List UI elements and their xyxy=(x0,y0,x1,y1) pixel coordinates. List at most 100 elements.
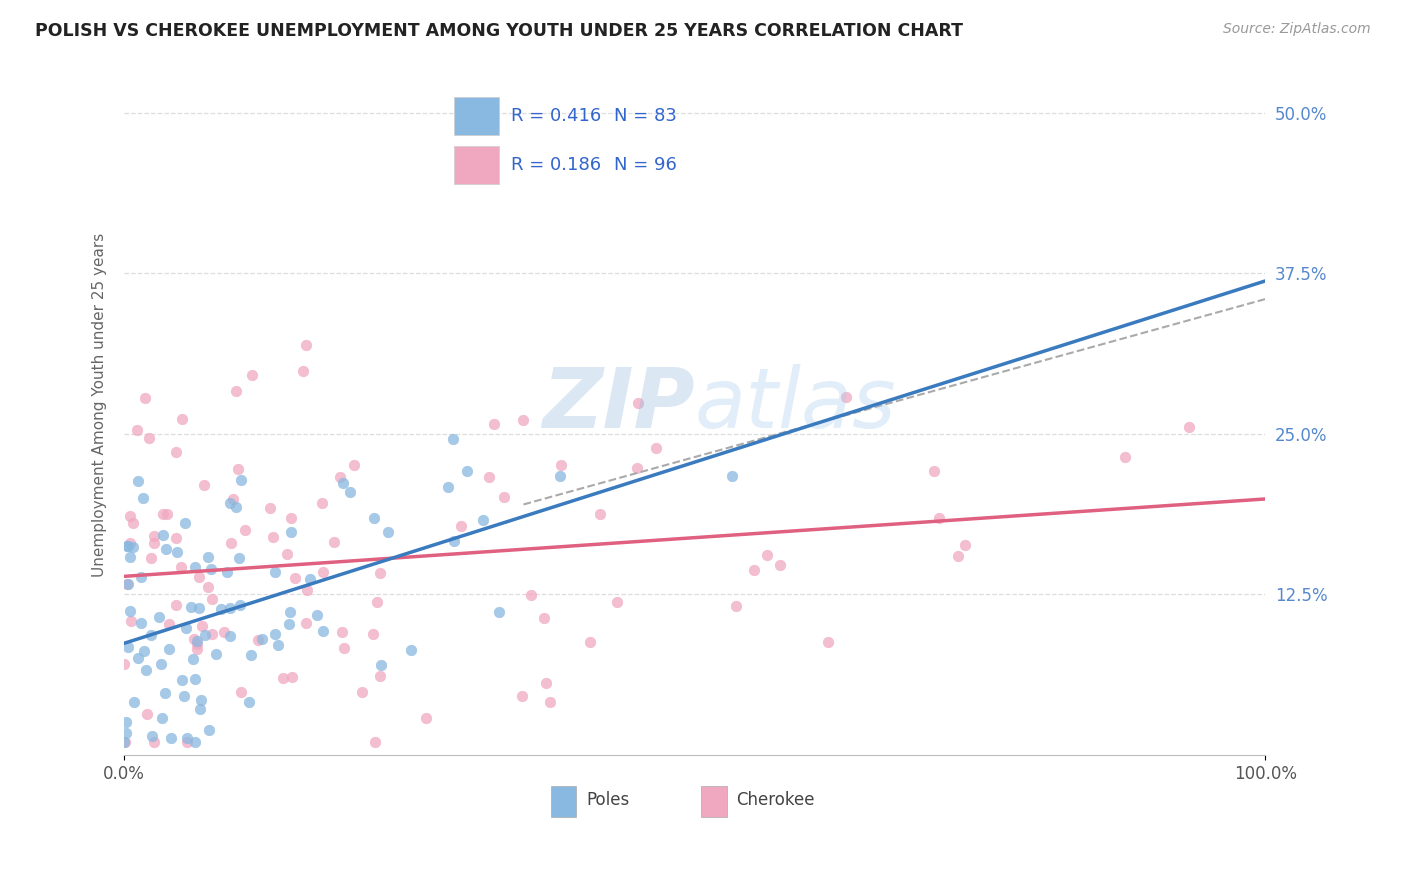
Point xyxy=(135,663,157,677)
Point xyxy=(370,657,392,672)
Point xyxy=(229,598,252,612)
Point xyxy=(329,470,352,484)
Point xyxy=(183,632,205,646)
Point xyxy=(170,560,193,574)
Point xyxy=(112,657,135,671)
Point xyxy=(218,629,240,643)
Point xyxy=(835,390,858,404)
Point xyxy=(450,519,472,533)
Point xyxy=(311,496,333,510)
Point xyxy=(548,469,571,483)
Point xyxy=(132,491,155,505)
Point xyxy=(456,464,478,478)
Point xyxy=(1114,450,1136,464)
Point xyxy=(226,461,249,475)
Point xyxy=(443,433,465,447)
Point xyxy=(284,570,307,584)
Point xyxy=(176,735,198,749)
Point xyxy=(156,507,179,521)
Point xyxy=(197,723,219,737)
Point xyxy=(117,640,139,654)
Point xyxy=(129,615,152,630)
Point xyxy=(769,558,792,573)
Point xyxy=(217,565,239,579)
Point xyxy=(114,714,136,729)
Point xyxy=(948,549,970,564)
Point xyxy=(112,735,135,749)
Point xyxy=(118,604,141,618)
Y-axis label: Unemployment Among Youth under 25 years: Unemployment Among Youth under 25 years xyxy=(93,233,107,577)
Point xyxy=(204,647,226,661)
Point xyxy=(150,711,173,725)
Point xyxy=(538,695,561,709)
Point xyxy=(333,641,356,656)
Point xyxy=(225,384,247,399)
Point xyxy=(343,458,366,472)
Point xyxy=(190,693,212,707)
Point xyxy=(181,652,204,666)
Point xyxy=(370,668,392,682)
Point xyxy=(209,601,232,615)
Point xyxy=(307,607,329,622)
Point xyxy=(138,431,160,445)
Point xyxy=(252,632,274,646)
Point xyxy=(721,469,744,483)
Point xyxy=(225,500,247,514)
Point xyxy=(276,547,298,561)
Point xyxy=(399,643,422,657)
Point xyxy=(139,551,162,566)
Point xyxy=(155,541,177,556)
Point xyxy=(127,424,149,438)
Point xyxy=(366,595,388,609)
Point xyxy=(437,480,460,494)
Point xyxy=(922,464,945,478)
Point xyxy=(626,461,648,475)
Point xyxy=(298,572,321,586)
Point xyxy=(176,731,198,746)
Point xyxy=(172,673,194,687)
Point xyxy=(259,500,281,515)
Point xyxy=(132,644,155,658)
Point xyxy=(332,475,354,490)
Point xyxy=(201,592,224,607)
Point xyxy=(174,621,197,635)
Point xyxy=(263,627,285,641)
Point xyxy=(235,523,257,537)
Point xyxy=(117,577,139,591)
Point xyxy=(172,412,194,426)
Point xyxy=(200,562,222,576)
Point xyxy=(194,628,217,642)
Text: Source: ZipAtlas.com: Source: ZipAtlas.com xyxy=(1223,22,1371,37)
Point xyxy=(238,695,260,709)
Point xyxy=(150,657,173,672)
Point xyxy=(280,525,302,540)
Point xyxy=(578,634,600,648)
Point xyxy=(247,632,270,647)
Point xyxy=(180,599,202,614)
Point xyxy=(271,672,294,686)
Point xyxy=(1178,419,1201,434)
Point xyxy=(165,531,187,545)
Point xyxy=(263,565,285,579)
Point xyxy=(129,570,152,584)
Point xyxy=(142,529,165,543)
Point xyxy=(186,633,208,648)
Point xyxy=(134,392,156,406)
Point xyxy=(278,617,301,632)
Point xyxy=(606,594,628,608)
Point xyxy=(488,605,510,619)
Point xyxy=(115,577,138,591)
Point xyxy=(159,616,181,631)
Point xyxy=(725,599,748,613)
Point xyxy=(415,711,437,725)
Point xyxy=(142,735,165,749)
Point xyxy=(363,510,385,524)
Point xyxy=(127,474,149,488)
Point xyxy=(186,641,208,656)
Point xyxy=(173,689,195,703)
Point xyxy=(188,570,211,584)
Point xyxy=(153,686,176,700)
Point xyxy=(520,588,543,602)
Point xyxy=(174,516,197,530)
Point xyxy=(142,536,165,550)
